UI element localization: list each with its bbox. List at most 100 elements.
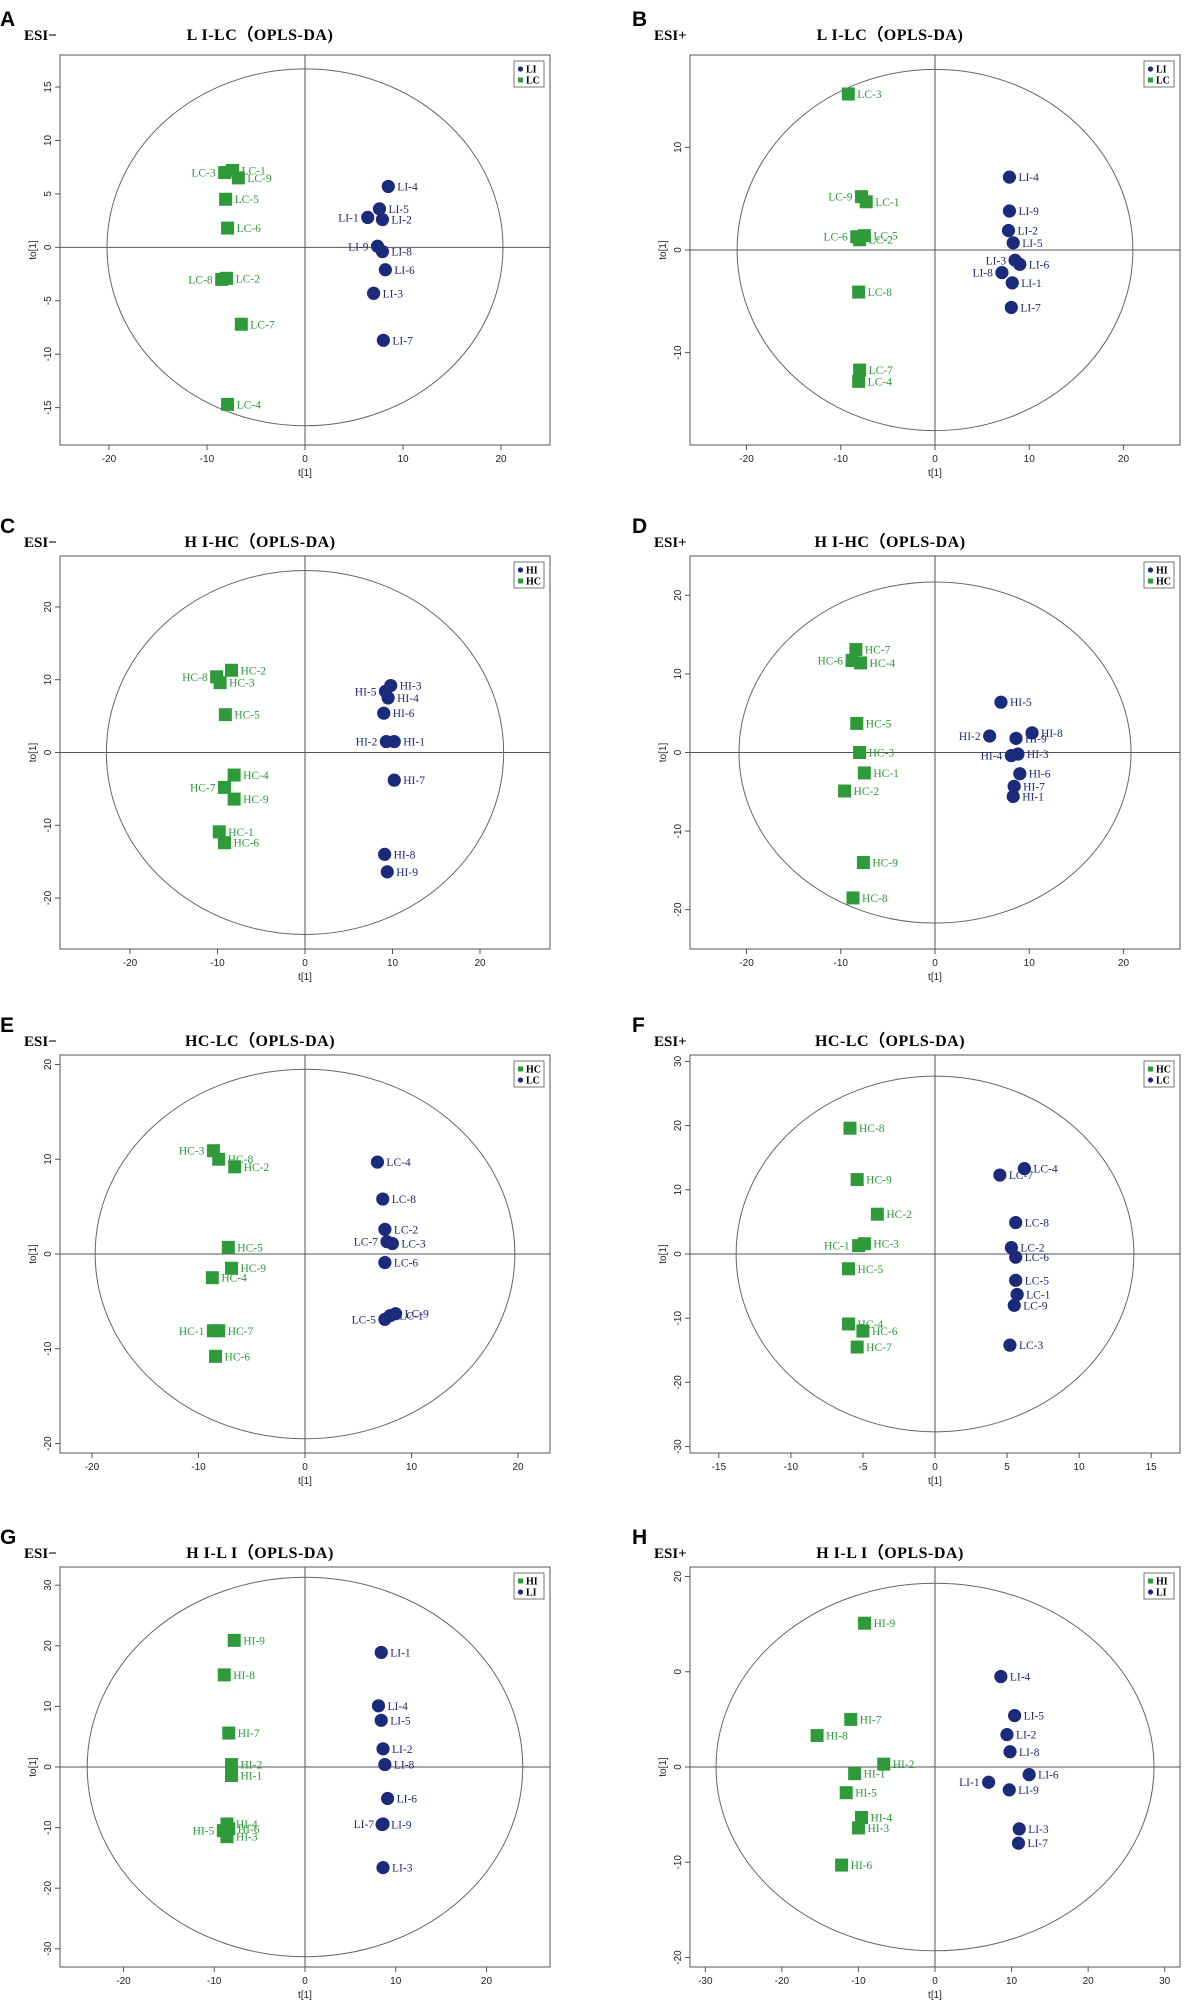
data-point-square: [845, 654, 859, 668]
data-point-circle: [1011, 1836, 1026, 1850]
data-point-square: [839, 1786, 853, 1800]
point-label: LC-7: [1009, 1170, 1034, 1182]
x-tick-label: -20: [123, 958, 138, 969]
point-label: HI-3: [400, 681, 422, 693]
panel-D: D ESI+ H I-HC（OPLS-DA) -20 -10 0 10 20 -20 -10 0 10…: [632, 515, 1181, 983]
x-tick-label: 30: [1159, 1976, 1171, 1987]
point-label: LI-9: [391, 1820, 412, 1832]
legend-marker-square: [1148, 1578, 1153, 1584]
x-tick-label: 20: [1118, 454, 1130, 465]
y-tick-label: 0: [43, 1764, 54, 1770]
x-tick-label: -30: [698, 1976, 713, 1987]
legend-marker-square: [1148, 77, 1153, 83]
data-point-square: [852, 285, 866, 299]
hotelling-ellipse: [738, 581, 1132, 924]
data-point-square: [870, 1207, 884, 1221]
point-label: HC-5: [866, 718, 892, 730]
data-point-square: [850, 230, 864, 244]
data-point-circle: [1013, 767, 1027, 781]
x-axis-label: t[1]: [928, 468, 942, 479]
point-label: LI-7: [354, 1819, 375, 1831]
data-point-circle: [376, 1861, 390, 1875]
data-point-square: [855, 1810, 868, 1824]
point-label: LI-2: [1018, 226, 1039, 238]
x-tick-label: 5: [1004, 1462, 1010, 1473]
legend-box: [1143, 1060, 1175, 1088]
point-label: HI-4: [981, 751, 1003, 763]
point-label: LC-7: [869, 365, 894, 377]
point-label: LC-2: [394, 1224, 419, 1236]
x-tick-label: -10: [834, 454, 849, 465]
point-label: LC-3: [401, 1239, 426, 1251]
point-label: HI-7: [1023, 781, 1045, 793]
x-axis-label: t[1]: [928, 1476, 942, 1487]
point-label: HI-2: [893, 1759, 915, 1771]
y-tick-label: -10: [43, 1820, 54, 1835]
data-point-square: [850, 716, 864, 730]
x-tick-label: -20: [775, 1976, 790, 1987]
x-tick-label: 0: [302, 454, 308, 465]
point-label: HI-9: [874, 1618, 896, 1630]
x-tick-label: -10: [834, 958, 849, 969]
panel-label: C: [0, 515, 15, 538]
point-label: LC-4: [868, 376, 893, 388]
point-label: LI-9: [1018, 1785, 1039, 1797]
legend-entry: HI: [526, 1577, 538, 1588]
y-tick-label: -30: [43, 1941, 54, 1956]
data-point-circle: [376, 1742, 390, 1756]
data-point-circle: [376, 333, 390, 347]
point-label: LI-7: [392, 335, 413, 347]
y-tick-label: -30: [673, 1439, 684, 1454]
point-label: HC-3: [869, 748, 895, 760]
data-point-square: [835, 1858, 849, 1872]
point-label: LI-8: [394, 1760, 415, 1772]
data-point-square: [227, 768, 241, 782]
point-label: LI-1: [338, 212, 359, 224]
y-tick-label: -10: [43, 1341, 54, 1356]
panel-H: H ESI+ H I-L I（OPLS-DA) -30 -20 -10 0 10 20 30 -20…: [632, 1526, 1181, 2001]
point-label: HI-7: [403, 775, 425, 787]
data-point-circle: [1010, 1287, 1024, 1302]
legend-marker-square: [518, 578, 523, 584]
point-label: HC-7: [865, 645, 891, 657]
data-point-circle: [981, 1775, 996, 1789]
point-label: LC-2: [1020, 1243, 1045, 1255]
panel-title: H I-L I（OPLS-DA): [186, 1544, 334, 1562]
data-point-circle: [370, 1155, 385, 1169]
data-point-square: [849, 643, 863, 657]
data-point-square: [851, 1821, 865, 1835]
point-label: HC-9: [243, 794, 269, 806]
point-label: HI-7: [860, 1714, 882, 1726]
point-label: LI-9: [1018, 206, 1039, 218]
data-point-circle: [1002, 1783, 1016, 1797]
x-tick-label: 20: [481, 1976, 493, 1987]
point-label: HC-1: [228, 827, 254, 839]
point-label: HC-6: [818, 656, 844, 668]
data-point-square: [843, 1121, 857, 1135]
point-label: LI-5: [388, 204, 409, 216]
data-point-circle: [1004, 749, 1018, 763]
legend-entry: HI: [1156, 566, 1168, 577]
x-tick-label: 10: [1024, 958, 1036, 969]
x-tick-label: -15: [712, 1462, 727, 1473]
panel-label: E: [0, 1014, 14, 1037]
y-tick-label: -5: [43, 296, 54, 305]
hotelling-ellipse: [86, 1576, 524, 1958]
point-label: LI-7: [1020, 302, 1041, 314]
data-point-circle: [1002, 204, 1017, 218]
data-point-square: [212, 825, 226, 839]
panel-title: L I-LC（OPLS-DA): [817, 26, 964, 44]
point-label: HI-1: [241, 1770, 263, 1782]
data-point-circle: [370, 239, 385, 253]
point-label: HC-2: [244, 1162, 270, 1174]
data-point-circle: [378, 1222, 392, 1236]
data-point-circle: [374, 1713, 388, 1727]
legend-entry: LI: [1156, 1588, 1167, 1599]
x-tick-label: 0: [302, 1462, 308, 1473]
x-tick-label: -10: [207, 1976, 222, 1987]
point-label: LI-2: [1016, 1730, 1037, 1742]
y-tick-label: -10: [673, 345, 684, 360]
data-point-square: [850, 1340, 864, 1354]
data-point-circle: [1007, 779, 1021, 793]
ion-mode-label: ESI+: [654, 1546, 687, 1562]
